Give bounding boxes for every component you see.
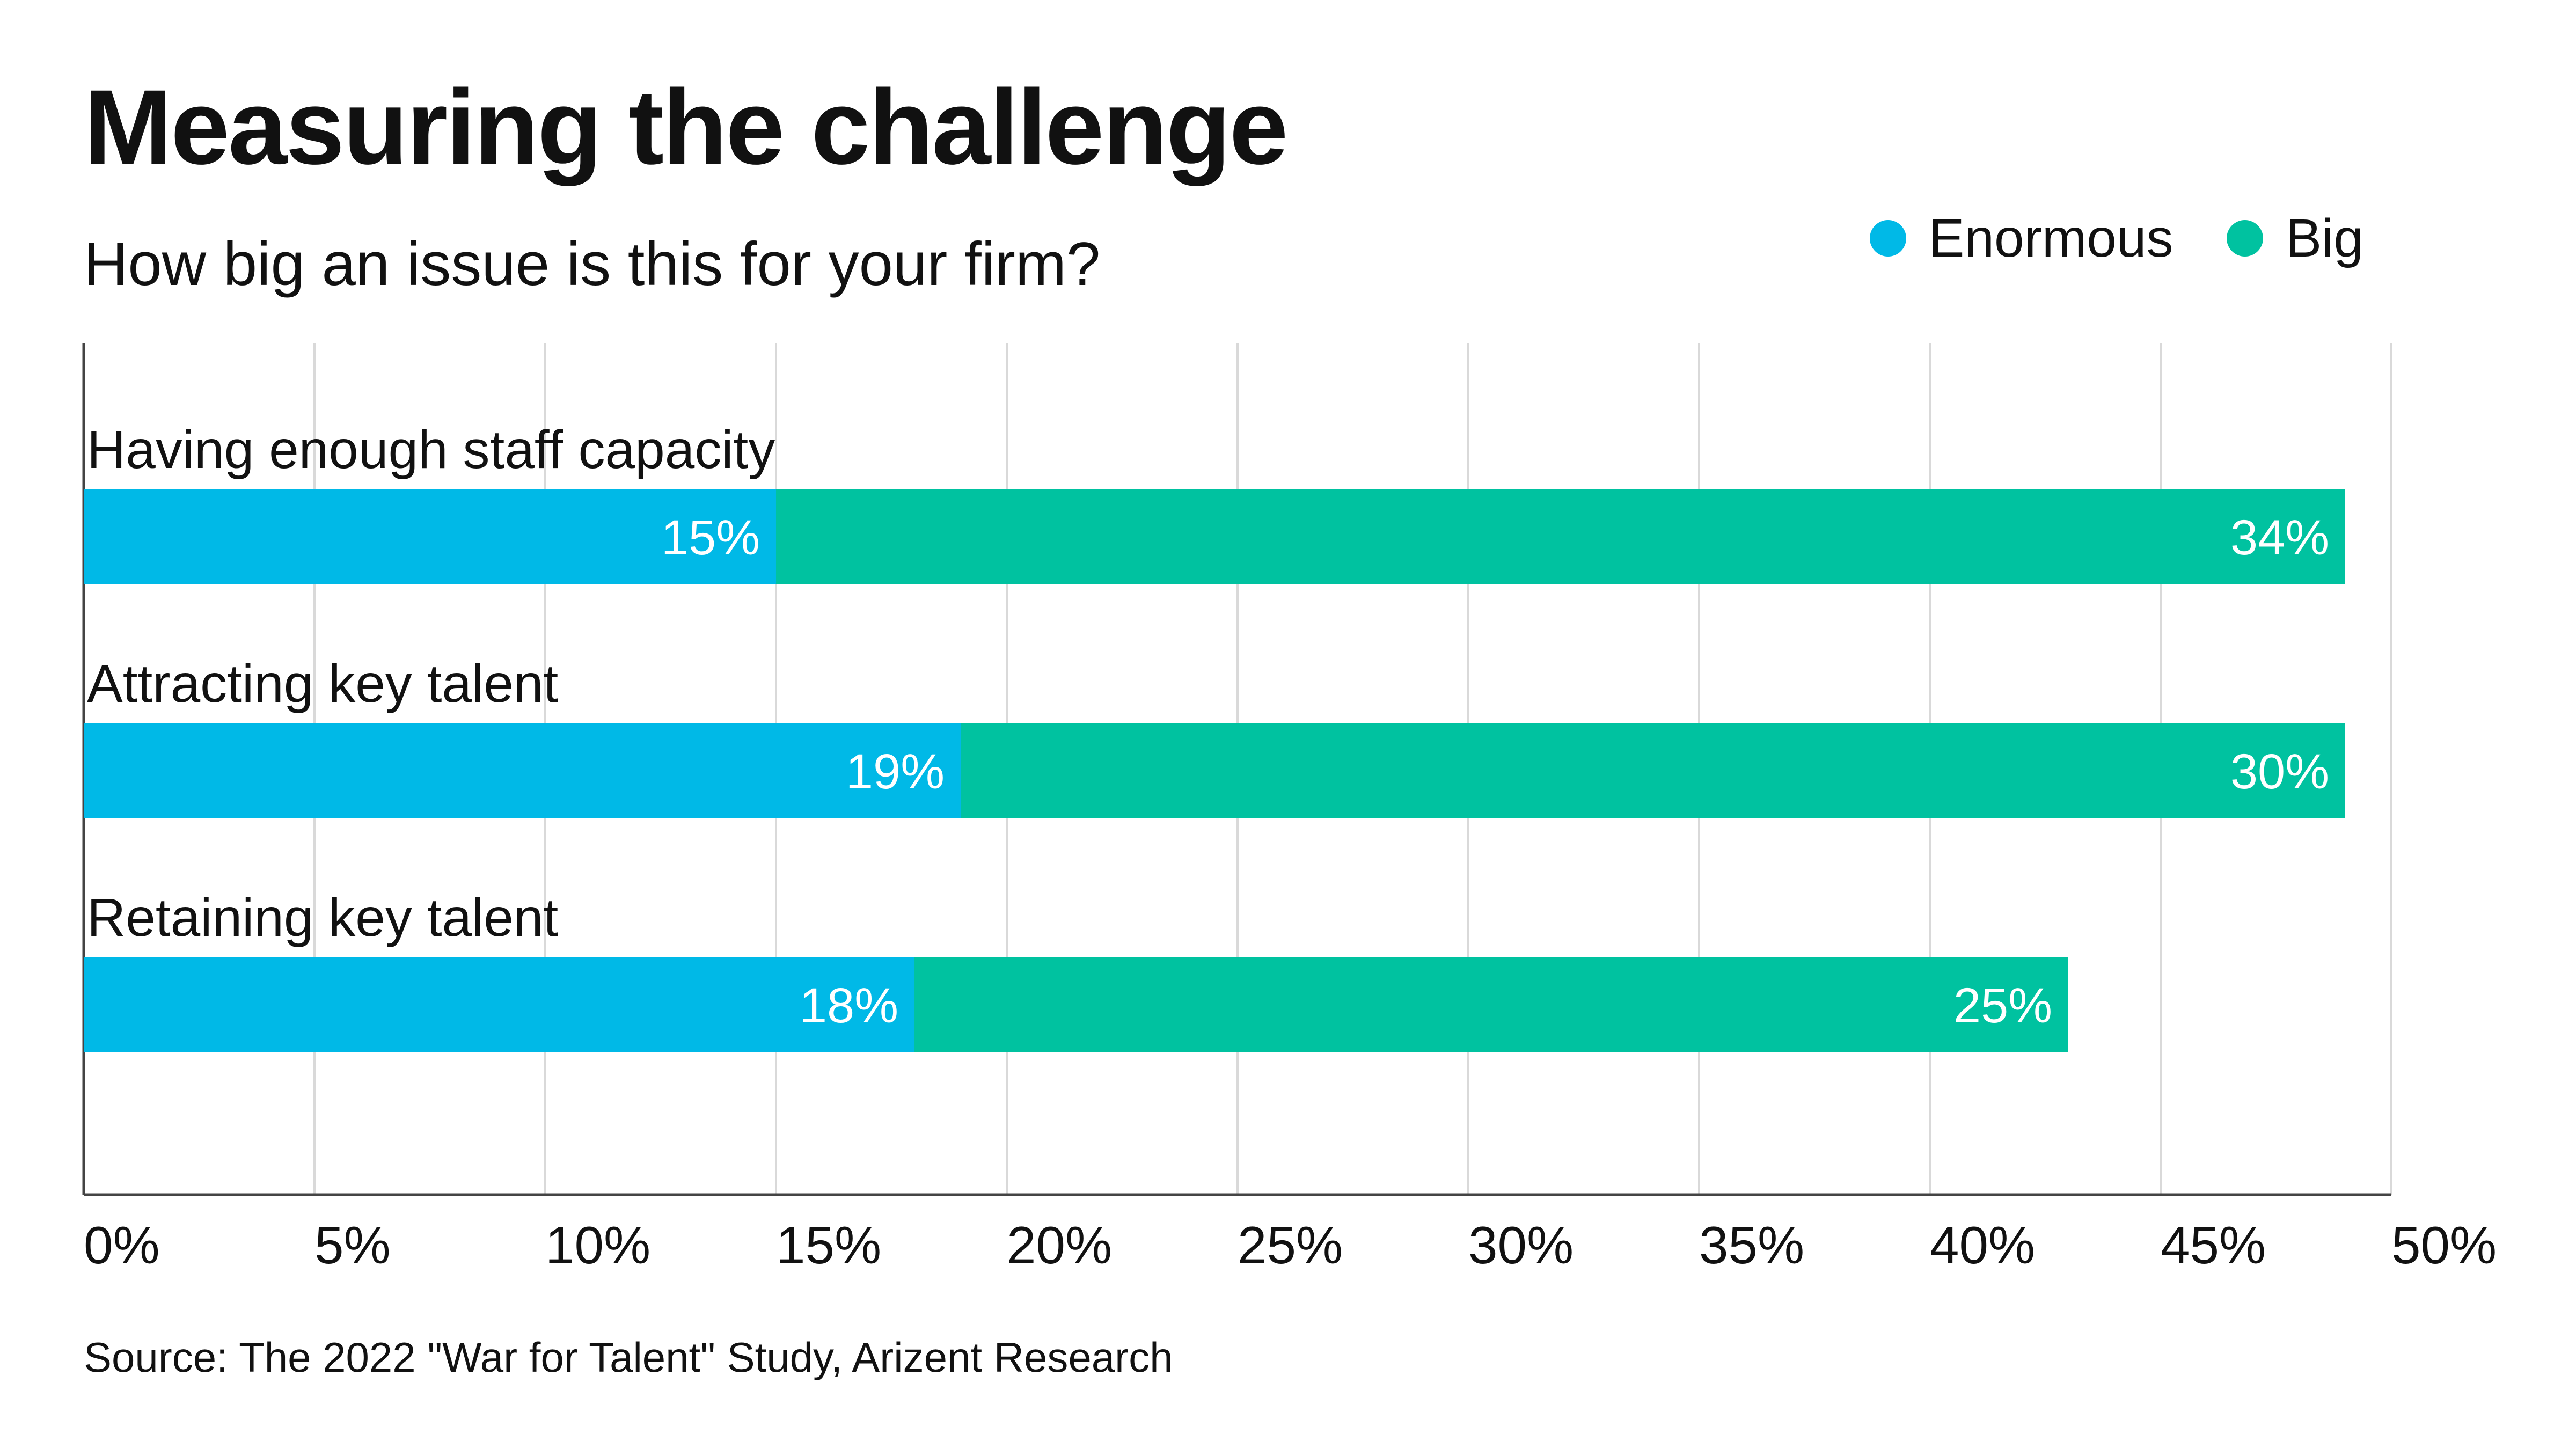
x-tick-label: 10% [545,1216,650,1275]
data-label: 18% [800,978,898,1033]
bar-enormous [84,723,961,818]
x-tick-label: 25% [1238,1216,1343,1275]
data-label: 25% [1953,978,2052,1033]
bar-big [961,723,2345,818]
category-label: Having enough staff capacity [87,420,775,480]
legend-item-big: Big [2227,211,2363,265]
chart-subtitle: How big an issue is this for your firm? [84,230,1101,298]
legend: Enormous Big [1869,208,2363,268]
x-tick-label: 35% [1699,1216,1804,1275]
data-label: 30% [2230,744,2329,799]
bar-big [914,957,2068,1052]
x-tick-label: 5% [314,1216,391,1275]
x-tick-label: 50% [2391,1216,2497,1275]
source-note: Source: The 2022 "War for Talent" Study,… [84,1334,1173,1381]
bar-enormous [84,489,776,584]
data-label: 15% [661,510,760,565]
legend-label-enormous: Enormous [1928,208,2174,268]
x-tick-label: 30% [1468,1216,1574,1275]
x-tick-label: 20% [1007,1216,1112,1275]
data-label: 34% [2230,510,2329,565]
category-label: Retaining key talent [87,888,559,948]
data-label: 19% [846,744,945,799]
category-label: Attracting key talent [87,654,558,714]
x-tick-label: 40% [1930,1216,2035,1275]
x-tick-label: 15% [776,1216,881,1275]
bar-big [776,489,2345,584]
x-tick-label: 45% [2161,1216,2266,1275]
legend-label-big: Big [2286,208,2363,268]
legend-item-enormous: Enormous [1869,208,2174,268]
legend-swatch-enormous [1869,220,1906,257]
x-tick-label: 0% [84,1216,160,1275]
chart-title: Measuring the challenge [84,68,1289,186]
legend-swatch-big [2227,220,2264,257]
bar-enormous [84,957,914,1052]
